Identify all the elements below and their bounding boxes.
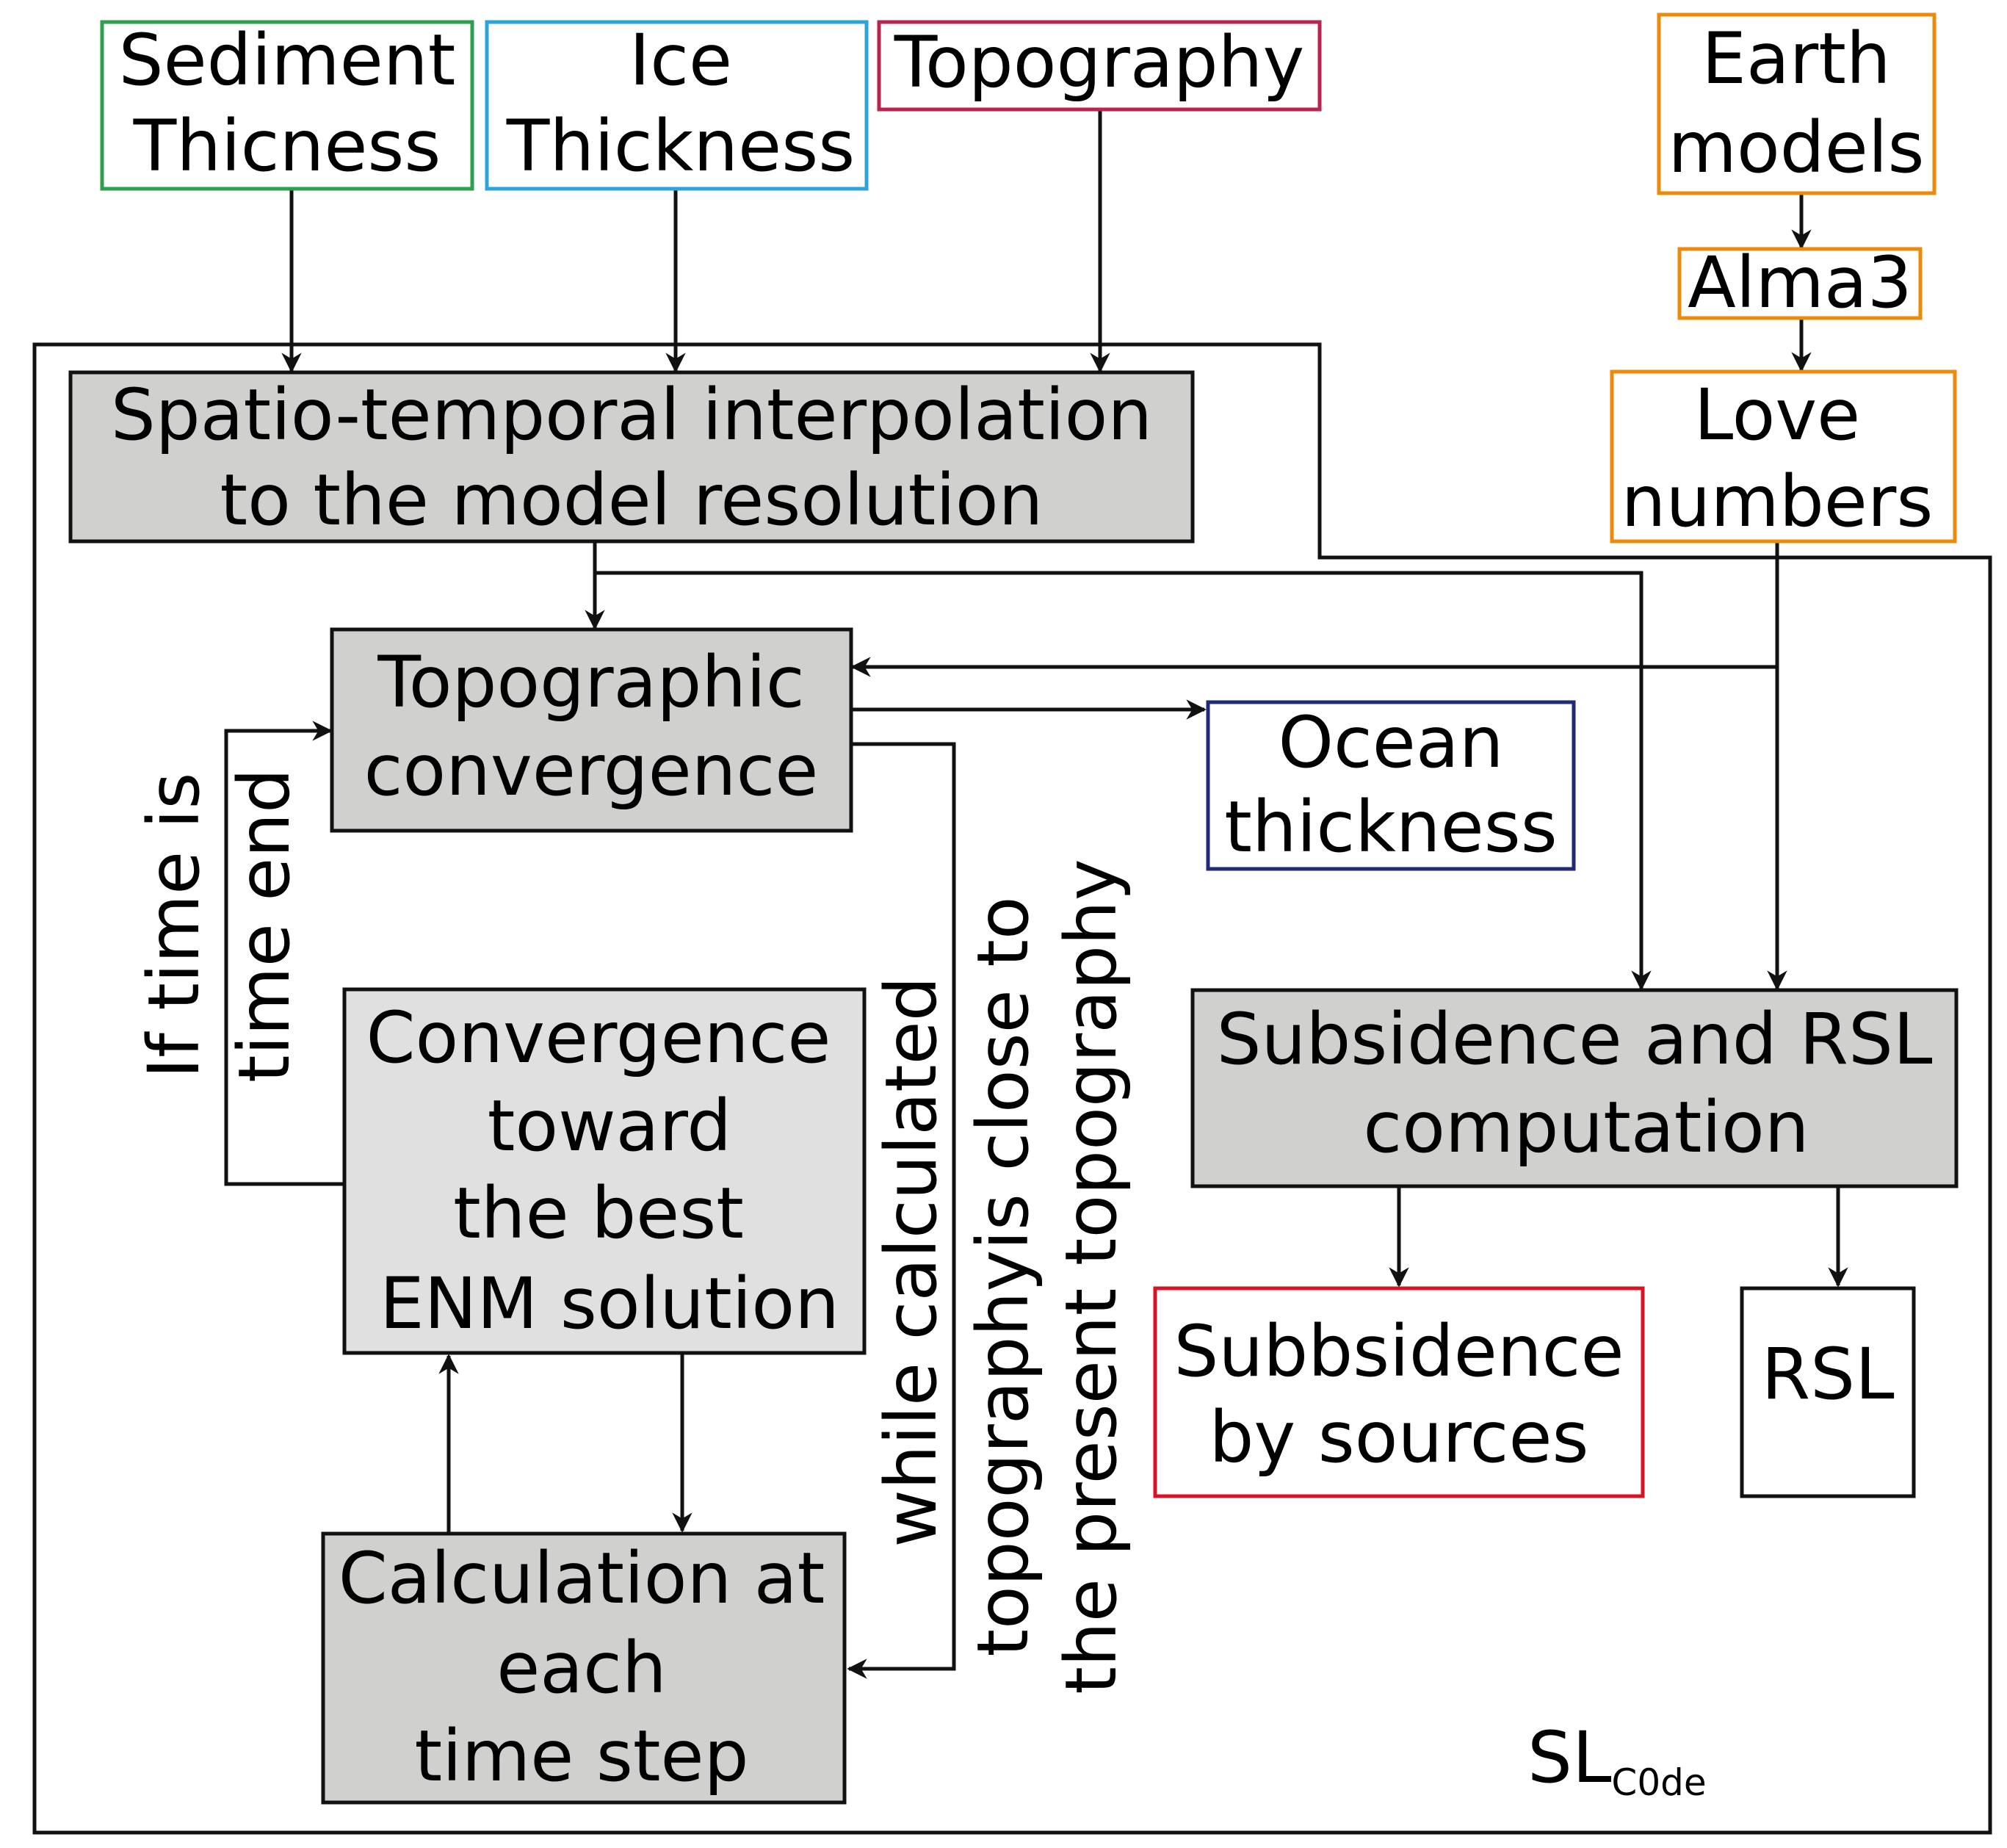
rsl-label: RSL (1761, 1333, 1894, 1415)
best-solution-label-line2: toward (488, 1085, 731, 1167)
slcode-label-sub: C0de (1611, 1761, 1706, 1804)
ice-thickness-box: Ice Thickness (485, 19, 869, 191)
sources-label-line1: Subbsidence (1174, 1310, 1624, 1393)
best-solution-label-line4: ENM solution (380, 1263, 839, 1345)
love-label-line2: numbers (1621, 461, 1934, 543)
ice-label-line1: Ice (629, 19, 732, 101)
while-label-line1: while calculated (870, 976, 952, 1547)
love-label-line1: Love (1694, 374, 1860, 456)
earth-label-line2: models (1668, 107, 1925, 189)
interpolation-label-line1: Spatio-temporal interpolation (111, 374, 1152, 456)
ocean-label-line1: Ocean (1278, 701, 1503, 784)
connectors (224, 109, 1848, 1679)
time-step-label-line1: Calculation at (339, 1537, 825, 1620)
best-solution-box: Convergence toward the best ENM solution (342, 987, 867, 1355)
sediment-label-line2: Thicness (133, 105, 441, 187)
earth-label-line1: Earth (1702, 18, 1890, 100)
alma3-box: Alma3 (1677, 242, 1923, 324)
topographic-convergence-box: Topographic convergence (330, 627, 853, 833)
time-step-box: Calculation at each time step (321, 1531, 847, 1805)
best-solution-label-line3: the best (453, 1172, 744, 1255)
subsidence-rsl-label-line1: Subsidence and RSL (1217, 998, 1933, 1080)
time-step-label-line2: each (496, 1627, 667, 1709)
subsidence-rsl-label-line2: computation (1363, 1086, 1809, 1169)
topoconv-label-line2: convergence (364, 729, 819, 812)
arrow-topoconv-to-timestep (847, 742, 956, 1679)
topography-label: Topography (894, 21, 1305, 104)
love-numbers-box: Love numbers (1610, 369, 1957, 544)
time-end-label-line2: time end (223, 768, 305, 1083)
slcode-container (32, 342, 1992, 1835)
ocean-label-line2: thickness (1224, 786, 1557, 868)
interpolation-box: Spatio-temporal interpolation to the mod… (68, 370, 1195, 544)
arrow-bestsolution-to-topoconv (224, 721, 343, 1186)
sources-label-line2: by sources (1209, 1396, 1588, 1479)
subsidence-sources-box: Subbsidence by sources (1153, 1286, 1645, 1498)
sediment-thickness-box: Sediment Thicness (100, 19, 474, 191)
arrow-interp-to-subsidence (595, 571, 1652, 991)
ice-label-line2: Thickness (506, 105, 855, 187)
best-solution-label-line1: Convergence (366, 997, 831, 1079)
topoconv-label-line1: Topographic (377, 641, 804, 723)
rsl-box: RSL (1740, 1286, 1916, 1498)
time-step-label-line3: time step (414, 1715, 748, 1797)
earth-models-box: Earth models (1657, 12, 1937, 195)
while-label-line3: the present topography (1050, 859, 1132, 1694)
interpolation-label-line2: to the model resolution (220, 459, 1044, 541)
slcode-label-main: SL (1527, 1717, 1611, 1799)
while-label: while calculated topographyis close to t… (870, 859, 1132, 1694)
ocean-thickness-box: Ocean thickness (1206, 700, 1576, 871)
slcode-label: SLC0de (1527, 1717, 1707, 1804)
alma3-label: Alma3 (1688, 242, 1912, 324)
while-label-line2: topographyis close to (962, 896, 1044, 1656)
time-end-label-line1: If time is (133, 773, 215, 1079)
sediment-label-line1: Sediment (119, 19, 456, 101)
subsidence-rsl-box: Subsidence and RSL computation (1190, 988, 1959, 1188)
time-end-label: If time is time end (133, 768, 305, 1083)
topography-box: Topography (877, 20, 1322, 112)
